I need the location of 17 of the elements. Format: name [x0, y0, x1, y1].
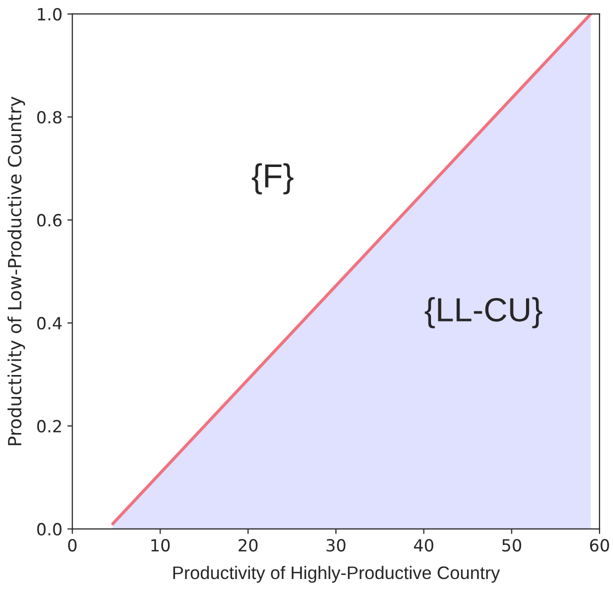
x-axis-title: Productivity of Highly-Productive Country — [173, 566, 500, 583]
x-tick-label: 10 — [151, 538, 170, 552]
y-tick-label: 1.0 — [38, 8, 62, 21]
x-tick-label: 30 — [326, 538, 346, 552]
y-tick-label: 0.4 — [37, 316, 62, 330]
annotation: {LL-CU} — [424, 297, 542, 328]
x-tick-label: 60 — [590, 538, 610, 552]
y-tick-label: 0.0 — [37, 522, 62, 536]
annotation: {F} — [252, 163, 294, 194]
y-axis-title: Productivity of Low-Productive Country — [8, 96, 25, 446]
x-tick-label: 0 — [68, 538, 77, 552]
x-tick-label: 40 — [414, 538, 434, 552]
y-tick-label: 0.6 — [37, 214, 62, 227]
x-tick-label: 20 — [238, 538, 258, 552]
y-tick-label: 0.8 — [37, 110, 62, 124]
x-tick-label: 50 — [502, 538, 522, 552]
y-tick-label: 0.2 — [37, 420, 61, 433]
